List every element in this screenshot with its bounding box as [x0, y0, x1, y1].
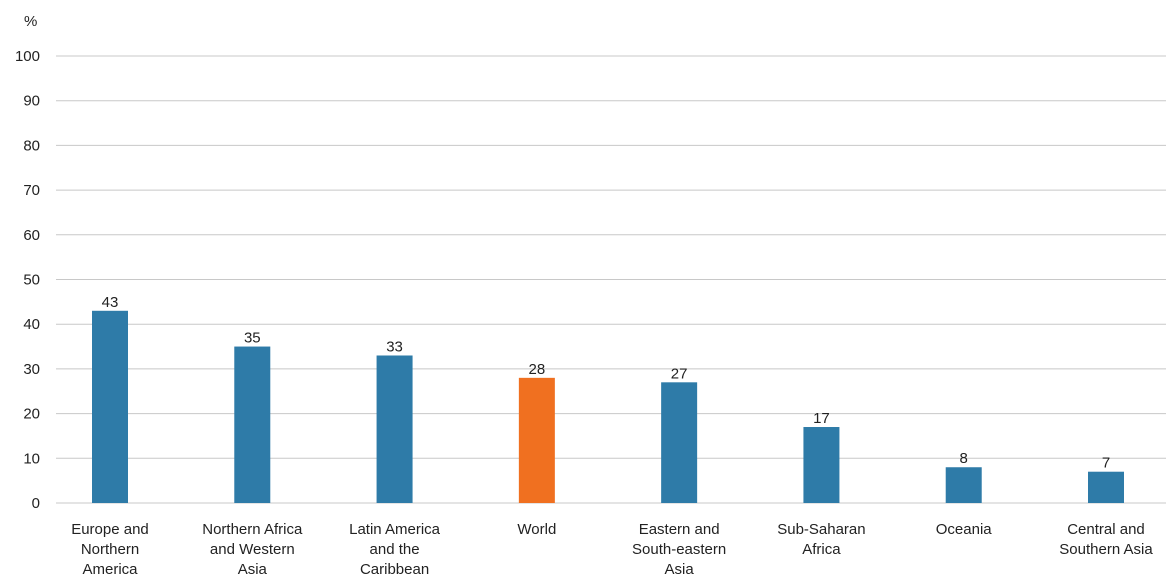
x-category-label-line: Eastern and: [639, 521, 720, 538]
data-label-6: 8: [960, 450, 968, 467]
bar-0: [92, 310, 128, 503]
x-category-label-line: Latin America: [349, 521, 441, 538]
bar-4: [661, 382, 698, 503]
x-category-label-line: Asia: [238, 561, 268, 578]
x-category-label-line: Oceania: [936, 521, 993, 538]
x-category-1: Northern Africa and Western Asia: [202, 521, 303, 578]
data-labels: 43 35 33 28 27 17 8 7: [102, 294, 1111, 472]
data-label-5: 17: [813, 410, 830, 427]
x-category-label-line: Northern: [81, 541, 139, 558]
y-tick-label: 30: [23, 361, 40, 378]
y-tick-label: 50: [23, 272, 40, 289]
y-axis-unit-label: %: [24, 13, 37, 30]
y-tick-label: 40: [23, 316, 40, 333]
x-category-label-line: World: [517, 521, 556, 538]
y-tick-label: 80: [23, 137, 40, 154]
y-tick-label: 100: [15, 48, 40, 65]
x-category-label-line: America: [82, 561, 138, 578]
x-category-label-line: Africa: [802, 541, 841, 558]
data-label-2: 33: [386, 338, 403, 355]
x-category-label-line: Southern Asia: [1059, 541, 1153, 558]
bar-2: [376, 355, 413, 503]
x-category-label-line: Central and: [1067, 521, 1145, 538]
bar-3: [518, 377, 555, 503]
bar-7: [1088, 471, 1124, 503]
x-category-label-line: and the: [370, 541, 420, 558]
data-label-4: 27: [671, 365, 688, 382]
x-category-label-line: Sub-Saharan: [777, 521, 865, 538]
x-category-label-line: Europe and: [71, 521, 149, 538]
y-tick-label: 70: [23, 182, 40, 199]
x-category-5: Sub-Saharan Africa: [777, 521, 865, 558]
y-axis-ticks: 0 10 20 30 40 50 60 70 80 90 100: [15, 48, 40, 512]
bars: [92, 310, 1124, 503]
bar-6: [945, 467, 982, 503]
y-tick-label: 60: [23, 227, 40, 244]
x-axis-categories: Europe and Northern America Northern Africa…: [71, 521, 1153, 578]
y-tick-label: 10: [23, 450, 40, 467]
x-category-label-line: and Western: [210, 541, 295, 558]
y-tick-label: 20: [23, 406, 40, 423]
data-label-3: 28: [529, 361, 546, 378]
bar-1: [234, 346, 271, 503]
x-category-0: Europe and Northern America: [71, 521, 149, 578]
data-label-0: 43: [102, 294, 119, 311]
x-category-6: Oceania: [936, 521, 993, 538]
y-tick-label: 0: [32, 495, 40, 512]
data-label-1: 35: [244, 330, 261, 347]
data-label-7: 7: [1102, 455, 1110, 472]
x-category-7: Central and Southern Asia: [1059, 521, 1153, 558]
x-category-3: World: [517, 521, 556, 538]
y-tick-label: 90: [23, 93, 40, 110]
x-category-label-line: Caribbean: [360, 561, 429, 578]
x-category-2: Latin America and the Caribbean: [349, 521, 441, 578]
x-category-label-line: Northern Africa: [202, 521, 303, 538]
x-category-label-line: South-eastern: [632, 541, 726, 558]
x-category-4: Eastern and South-eastern Asia: [632, 521, 726, 578]
bar-5: [803, 427, 840, 503]
x-category-label-line: Asia: [665, 561, 695, 578]
gridlines: [56, 55, 1166, 504]
